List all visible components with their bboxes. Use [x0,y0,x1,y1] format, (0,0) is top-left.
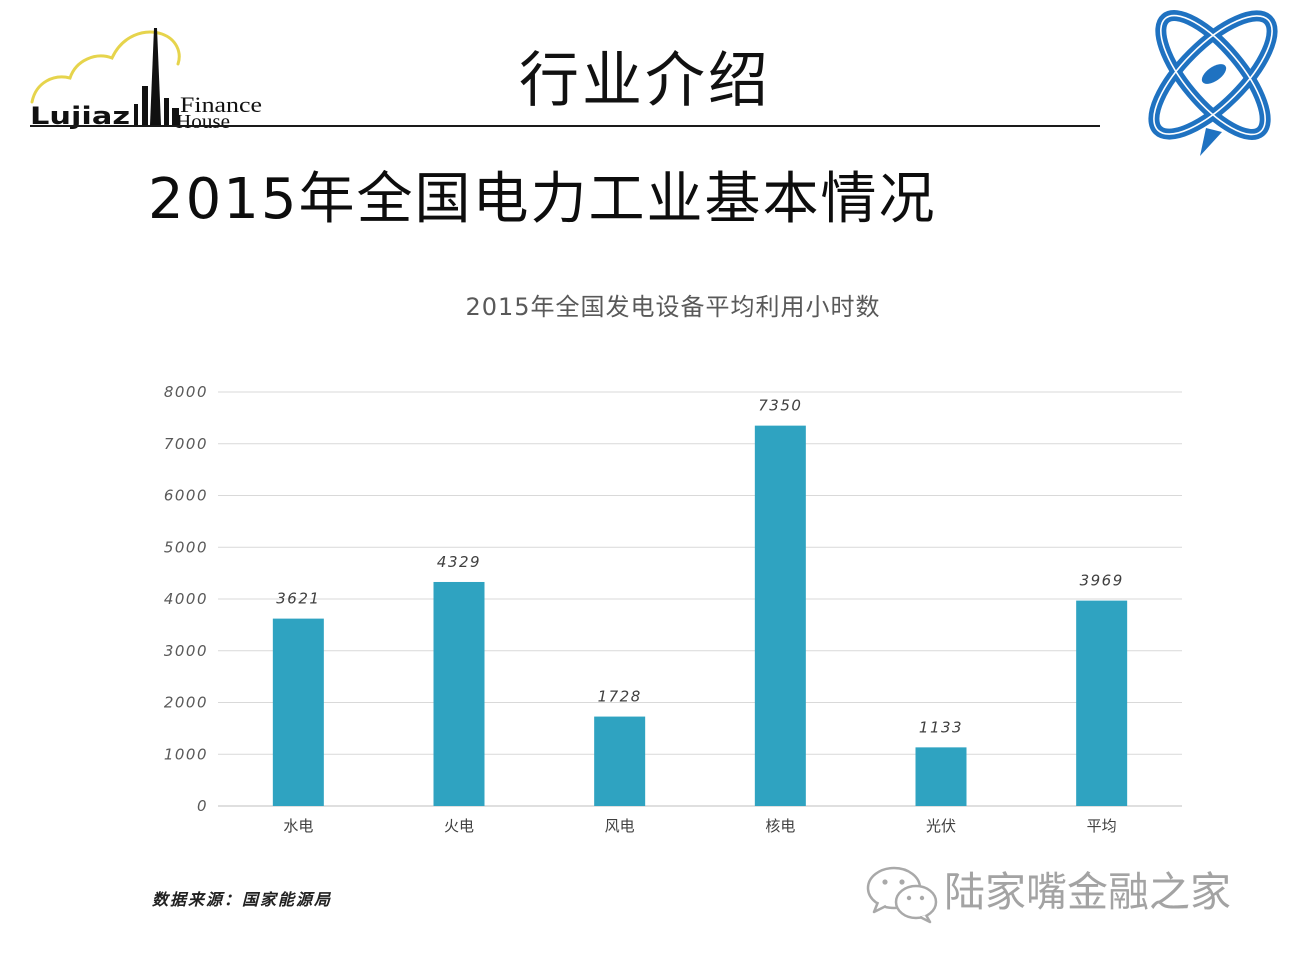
page-title: 行业介绍 [519,46,771,116]
y-tick-label-2000: 2000 [164,694,208,712]
bar-4 [754,425,806,806]
chart-title: 2015年全国发电设备平均利用小时数 [465,293,880,321]
x-tick-label-5: 光伏 [926,817,956,835]
cloud-outline-icon [30,30,181,104]
data-label-3: 1728 [598,688,642,706]
bar-2 [433,581,485,806]
y-tick-label-4000: 4000 [164,590,208,608]
bar-6 [1076,600,1128,806]
y-tick-label-7000: 7000 [164,435,208,453]
data-label-2: 4329 [437,553,481,571]
bar-1 [272,618,324,806]
y-tick-label-8000: 8000 [164,383,208,401]
atom-logo-icon [1148,10,1278,156]
x-tick-label-1: 水电 [283,817,313,835]
x-tick-label-6: 平均 [1087,817,1117,835]
bar-5 [915,747,967,806]
section-title: 2015年全国电力工业基本情况 [148,167,937,232]
wechat-icon [866,866,938,924]
y-tick-label-5000: 5000 [164,538,208,556]
x-axis: 水电 火电 风电 核电 光伏 平均 [283,817,1116,835]
data-label-4: 7350 [758,397,802,415]
y-tick-label-3000: 3000 [164,642,208,660]
data-label-5: 1133 [919,718,963,736]
watermark-text: 陆家嘴金融之家 [944,868,1231,916]
y-tick-label-0: 0 [197,797,208,815]
data-source-note: 数据来源：国家能源局 [152,890,333,909]
lujiazui-finance-house-logo: Lujiaz Finance House [30,28,262,130]
skyline-icon [134,28,179,125]
y-tick-label-1000: 1000 [164,745,208,763]
x-tick-label-2: 火电 [444,817,474,835]
bars [272,425,1128,806]
x-tick-label-4: 核电 [765,817,795,835]
x-tick-label-3: 风电 [605,817,635,835]
data-labels: 3621 4329 1728 7350 1133 3969 [276,397,1124,737]
y-tick-label-6000: 6000 [164,487,208,505]
y-axis: 0 1000 2000 3000 4000 5000 6000 7000 8000 [164,383,208,815]
data-label-1: 3621 [276,590,320,608]
logo-text-house: House [176,111,230,130]
logo-text-finance: Finance [180,92,262,117]
bar-chart: 2015年全国发电设备平均利用小时数 0 1000 2000 3000 4000 5000 6… [164,293,1182,835]
data-label-6: 3969 [1080,572,1124,590]
header-divider [30,125,1100,127]
bar-3 [594,716,646,806]
gridlines [218,391,1182,807]
